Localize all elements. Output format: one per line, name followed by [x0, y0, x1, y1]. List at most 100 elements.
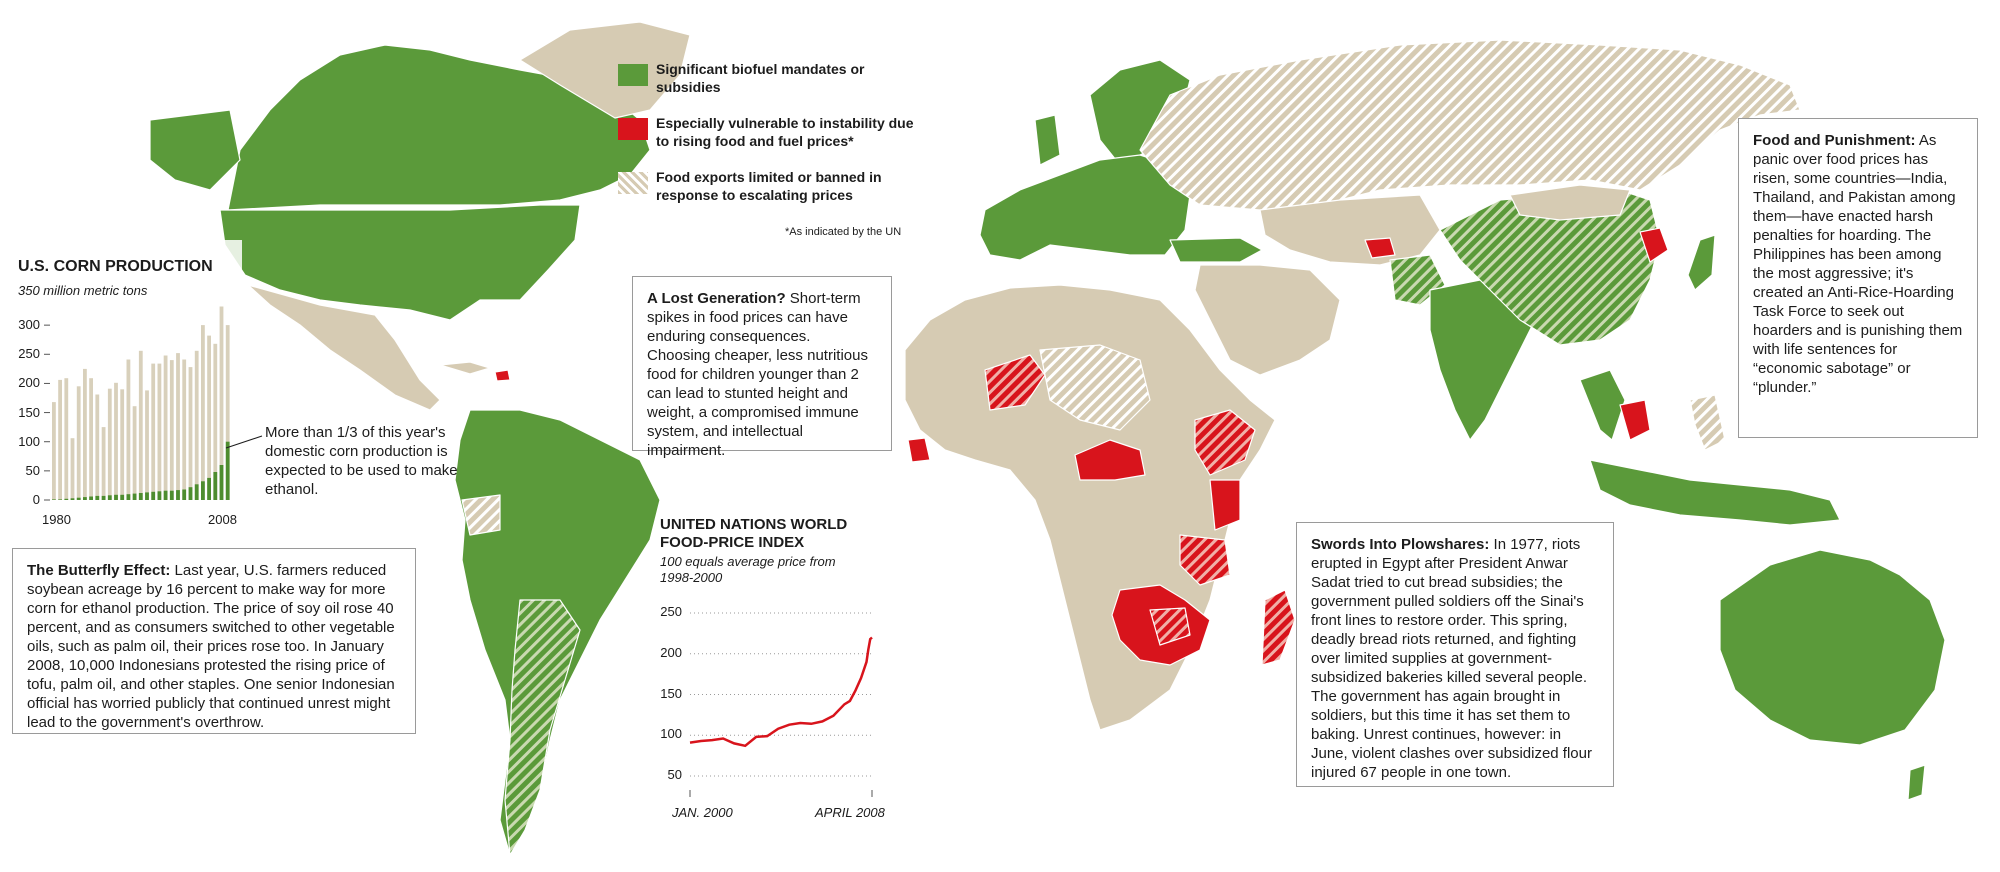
new-zealand-region — [1907, 764, 1926, 801]
ethiopia-region — [1194, 409, 1256, 476]
corn-bar-total — [132, 406, 137, 500]
corn-bar-ethanol — [114, 494, 118, 500]
fpi-x-label-end: APRIL 2008 — [815, 805, 885, 820]
corn-bar-ethanol — [225, 441, 230, 500]
argentina-hatch-region — [504, 599, 581, 856]
corn-bar-total — [213, 343, 218, 500]
corn-bar-ethanol — [176, 490, 180, 500]
corn-chart-note: More than 1/3 of this year's domestic co… — [265, 424, 458, 498]
legend-item-biofuel: Significant biofuel mandates or subsidie… — [618, 60, 918, 96]
corn-chart-subtitle: 350 million metric tons — [18, 283, 148, 298]
corn-bar-total — [120, 389, 125, 500]
corn-bar-total — [101, 427, 106, 500]
corn-bar-ethanol — [219, 465, 224, 500]
swatch-biofuel — [618, 64, 648, 86]
legend-label-vulnerable: Especially vulnerable to instability due… — [656, 115, 914, 149]
punishment-text: As panic over food prices has risen, som… — [1753, 132, 1963, 396]
bolivia-hatch-region — [461, 494, 501, 536]
corn-bar-total — [114, 382, 118, 500]
corn-bar-total — [163, 355, 168, 500]
corn-bar-ethanol — [83, 497, 87, 500]
legend-label-biofuel: Significant biofuel mandates or subsidie… — [656, 61, 865, 95]
thailand-region — [1579, 369, 1626, 441]
butterfly-effect-box: The Butterfly Effect: Last year, U.S. fa… — [12, 548, 416, 734]
fpi-chart-backdrop — [645, 595, 890, 855]
swatch-vulnerable — [618, 118, 648, 140]
caribbean-region — [439, 361, 491, 375]
corn-bar-total — [107, 388, 112, 500]
mongolia-region — [1509, 184, 1631, 221]
corn-bar-ethanol — [201, 481, 205, 500]
russia-hatch-region — [1139, 39, 1801, 211]
lost-generation-title: A Lost Generation? — [647, 290, 786, 307]
corn-bar-total — [126, 359, 131, 500]
corn-bar-total — [201, 325, 205, 500]
corn-bar-ethanol — [107, 495, 112, 500]
corn-y-tick-label: 0 — [32, 492, 40, 507]
legend-label-exports: Food exports limited or banned in respon… — [656, 169, 882, 203]
swords-title: Swords Into Plowshares: — [1311, 536, 1490, 553]
lost-generation-box: A Lost Generation? Short-term spikes in … — [632, 276, 892, 459]
corn-bar-total — [89, 378, 93, 500]
corn-bar-total — [207, 335, 211, 500]
corn-bar-ethanol — [58, 499, 62, 500]
corn-chart-title: U.S. CORN PRODUCTION — [18, 258, 213, 275]
corn-bar-ethanol — [157, 491, 162, 500]
corn-bar-total — [138, 350, 143, 500]
fpi-y-tick-label: 200 — [660, 644, 682, 660]
corn-bar-total — [157, 363, 162, 500]
butterfly-effect-text: Last year, U.S. farmers reduced soybean … — [27, 562, 395, 731]
corn-bar-total — [169, 360, 174, 500]
corn-bar-ethanol — [194, 484, 199, 500]
corn-production-chart — [44, 306, 230, 501]
corn-bar-ethanol — [89, 496, 93, 500]
usa-region — [219, 204, 581, 321]
corn-x-label-start: 1980 — [42, 512, 71, 527]
butterfly-effect-title: The Butterfly Effect: — [27, 562, 171, 579]
swords-into-plowshares-box: Swords Into Plowshares: In 1977, riots e… — [1296, 522, 1614, 787]
japan-region — [1687, 234, 1716, 291]
corn-bar-ethanol — [101, 495, 106, 500]
corn-bar-total — [176, 353, 180, 500]
punishment-title: Food and Punishment: — [1753, 132, 1916, 149]
legend-item-exports: Food exports limited or banned in respon… — [618, 168, 918, 204]
corn-bar-ethanol — [95, 495, 100, 500]
fpi-chart-title: UNITED NATIONS WORLD FOOD-PRICE INDEX — [660, 516, 848, 551]
corn-y-tick-label: 250 — [18, 346, 40, 362]
corn-bar-ethanol — [151, 491, 156, 500]
corn-bar-total — [151, 363, 156, 500]
kenya-region — [1209, 479, 1241, 531]
corn-y-tick-label: 50 — [25, 462, 40, 478]
haiti-region — [494, 369, 511, 382]
food-price-index-chart — [689, 612, 873, 797]
corn-y-tick-label: 100 — [18, 433, 40, 449]
corn-bar-total — [76, 386, 81, 500]
lost-generation-text: Short-term spikes in food prices can hav… — [647, 290, 868, 459]
corn-bar-ethanol — [188, 487, 193, 500]
north-africa-hatch-region — [1039, 344, 1151, 431]
corn-bar-ethanol — [163, 490, 168, 500]
legend-footnote: *As indicated by the UN — [785, 226, 902, 238]
tanzania-hatch-region — [1179, 534, 1231, 586]
fpi-y-tick-label: 150 — [660, 685, 682, 701]
corn-y-tick-label: 150 — [18, 404, 40, 420]
corn-bar-ethanol — [120, 494, 125, 500]
corn-note-pointer — [225, 435, 263, 449]
map-legend: Significant biofuel mandates or subsidie… — [618, 60, 918, 222]
corn-y-tick-label: 200 — [18, 375, 40, 391]
corn-bar-total — [145, 390, 149, 500]
corn-bar-total — [52, 402, 56, 500]
swatch-exports — [618, 172, 648, 194]
mexico-region — [247, 284, 441, 411]
corn-bar-total — [83, 368, 87, 500]
corn-bar-total — [219, 306, 224, 500]
fpi-y-tick-label: 100 — [660, 726, 682, 742]
corn-bar-total — [95, 394, 100, 500]
zimbabwe-hatch-region — [1149, 607, 1191, 646]
food-and-punishment-box: Food and Punishment: As panic over food … — [1738, 118, 1978, 438]
philippines-hatch-region — [1689, 394, 1726, 451]
swords-text: In 1977, riots erupted in Egypt after Pr… — [1311, 536, 1592, 781]
corn-bar-total — [58, 379, 62, 500]
corn-bar-ethanol — [64, 498, 69, 500]
